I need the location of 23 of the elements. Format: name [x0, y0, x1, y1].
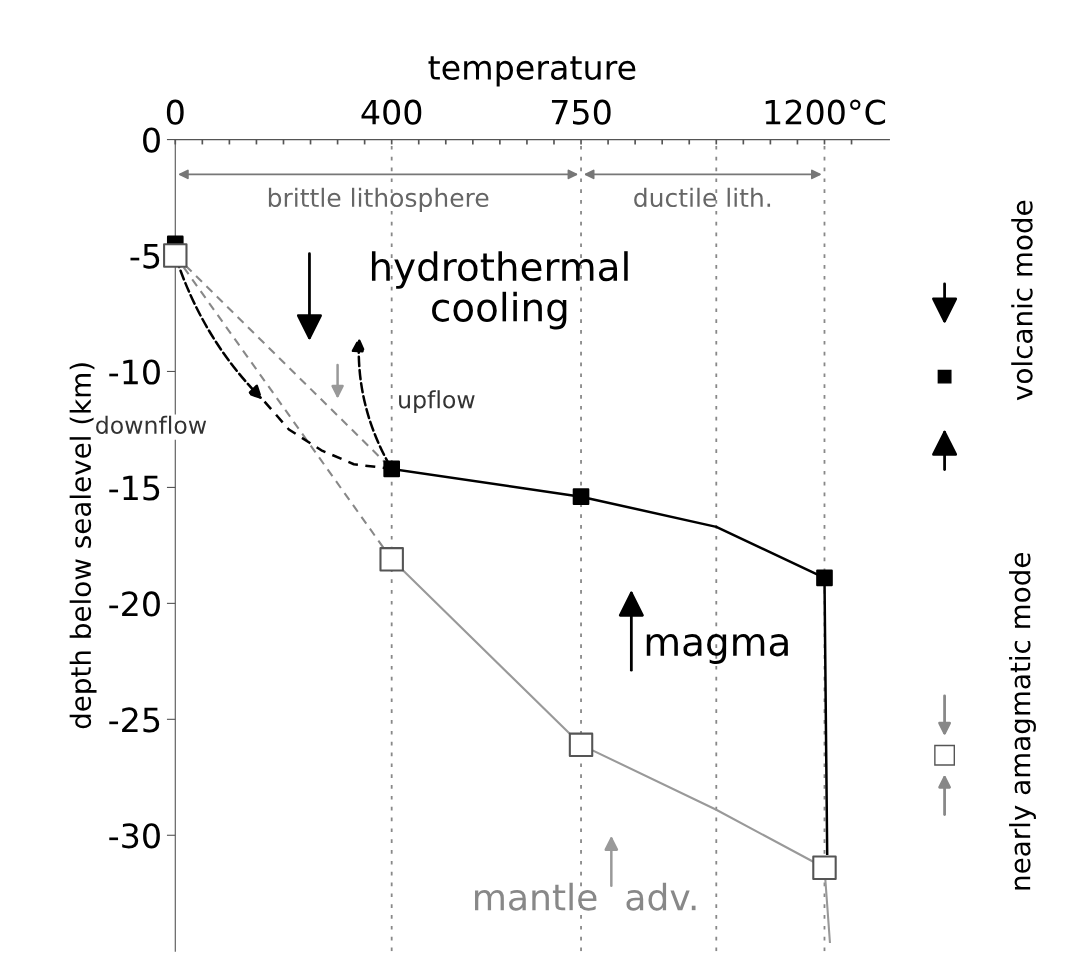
y-tick-label: -30: [109, 823, 160, 849]
y-tick-label: -10: [109, 359, 160, 385]
annotation: mantle: [475, 882, 597, 911]
text: nearly amagmatic mode: [1009, 553, 1036, 890]
y-tick-label: -15: [109, 475, 160, 501]
annotation: magma: [646, 634, 788, 664]
legend-label: volcanic mode: [1011, 200, 1033, 401]
annotation: brittle lithosphere: [268, 187, 489, 212]
x-axis-title: temperature: [428, 56, 636, 87]
annotation: hydrothermal cooling: [371, 251, 628, 330]
y-tick-label: -25: [109, 707, 160, 733]
annotation: upflow: [399, 390, 475, 414]
x-tick-label: 0: [166, 99, 184, 125]
annotation: ductile lith.: [634, 187, 771, 208]
y-tick-label: 0: [143, 127, 160, 153]
annotation: adv.: [626, 882, 696, 911]
x-tick-label: 400: [361, 99, 422, 125]
y-tick-label: -5: [130, 243, 160, 269]
y-axis-title: depth below sealevel (km): [69, 363, 97, 729]
annotation: downflow: [96, 415, 207, 434]
x-tick-label: 1200°C: [765, 99, 886, 125]
x-tick-label: 750: [551, 99, 611, 125]
y-tick-label: -20: [109, 591, 160, 617]
